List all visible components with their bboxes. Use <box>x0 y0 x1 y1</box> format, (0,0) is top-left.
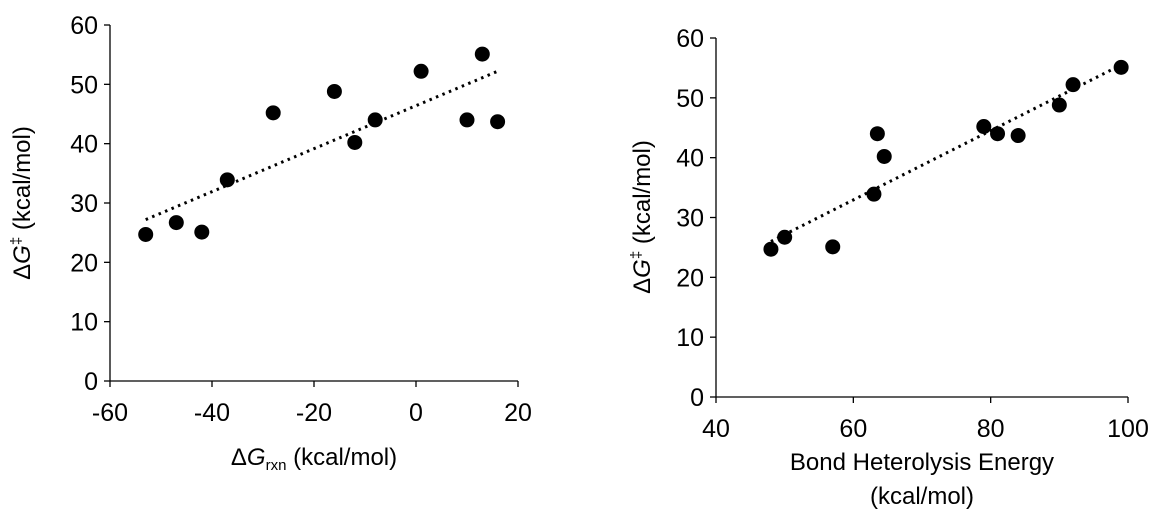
data-point <box>326 83 342 99</box>
y-tick-label: 60 <box>70 12 98 40</box>
data-point <box>265 105 281 121</box>
data-point <box>459 112 475 128</box>
y-axis-label: ΔG‡ (kcal/mol) <box>628 140 656 294</box>
y-axis-label-delta: Δ <box>9 264 36 280</box>
data-point <box>825 239 841 255</box>
y-axis-label-variable: G <box>9 245 36 264</box>
y-axis-label-unit: (kcal/mol) <box>9 126 36 237</box>
data-point <box>347 134 363 150</box>
y-tick-label: 40 <box>70 131 98 159</box>
y-tick-label: 50 <box>676 85 704 113</box>
trendline <box>145 69 499 221</box>
data-point <box>869 126 885 142</box>
data-point <box>990 126 1006 142</box>
x-axis-label: ΔGrxn (kcal/mol) <box>231 444 397 474</box>
x-axis-label-delta: Δ <box>231 444 247 471</box>
x-tick-label: -60 <box>92 399 128 427</box>
data-point <box>1113 59 1129 75</box>
x-tick-label: 40 <box>702 415 730 443</box>
data-point <box>866 186 882 202</box>
y-tick-label: 30 <box>676 205 704 233</box>
data-point <box>168 215 184 231</box>
y-tick-label: 0 <box>84 368 98 396</box>
x-tick-label: 0 <box>409 399 423 427</box>
y-tick-label: 40 <box>676 145 704 173</box>
x-axis-label-line1: Bond Heterolysis Energy <box>790 449 1054 476</box>
y-axis-label-variable: G <box>629 259 656 278</box>
y-axis-label: ΔG‡ (kcal/mol) <box>8 126 36 280</box>
y-tick-label: 30 <box>70 190 98 218</box>
data-point <box>219 172 235 188</box>
x-axis-label-unit: (kcal/mol) <box>286 444 397 471</box>
x-axis-label-subscript: rxn <box>266 457 287 474</box>
trendline <box>770 63 1122 243</box>
x-tick-label: 20 <box>504 399 532 427</box>
x-tick-label: 80 <box>977 415 1005 443</box>
data-point <box>413 63 429 79</box>
y-tick-label: 20 <box>70 249 98 277</box>
x-tick-label: -20 <box>296 399 332 427</box>
y-axis-label-superscript: ‡ <box>628 251 645 259</box>
y-tick-label: 50 <box>70 71 98 99</box>
data-point <box>1065 77 1081 93</box>
chart-bond-heterolysis: 0 10 20 30 40 50 60 40 60 80 100 ΔG‡ (kcal/mol) Bond… <box>628 25 1149 510</box>
x-tick-label: 60 <box>839 415 867 443</box>
x-axis-label-line2: (kcal/mol) <box>870 483 974 510</box>
x-tick-label: 100 <box>1107 415 1149 443</box>
x-axis-label-variable: G <box>247 444 266 471</box>
y-tick-label: 10 <box>70 309 98 337</box>
x-tick-label: -40 <box>194 399 230 427</box>
data-point <box>138 226 154 242</box>
data-point <box>1051 97 1067 113</box>
data-point <box>763 241 779 257</box>
y-tick-label: 10 <box>676 324 704 352</box>
data-point <box>777 229 793 245</box>
data-point <box>1010 128 1026 144</box>
data-point <box>876 148 892 164</box>
data-point <box>490 114 506 130</box>
y-tick-label: 20 <box>676 264 704 292</box>
y-axis-label-unit: (kcal/mol) <box>629 140 656 251</box>
data-point <box>474 46 490 62</box>
y-axis-label-superscript: ‡ <box>8 237 25 245</box>
data-point <box>976 119 992 135</box>
y-tick-label: 60 <box>676 25 704 53</box>
data-point <box>367 112 383 128</box>
y-axis-label-delta: Δ <box>629 278 656 294</box>
data-point <box>194 224 210 240</box>
y-tick-label: 0 <box>690 384 704 412</box>
